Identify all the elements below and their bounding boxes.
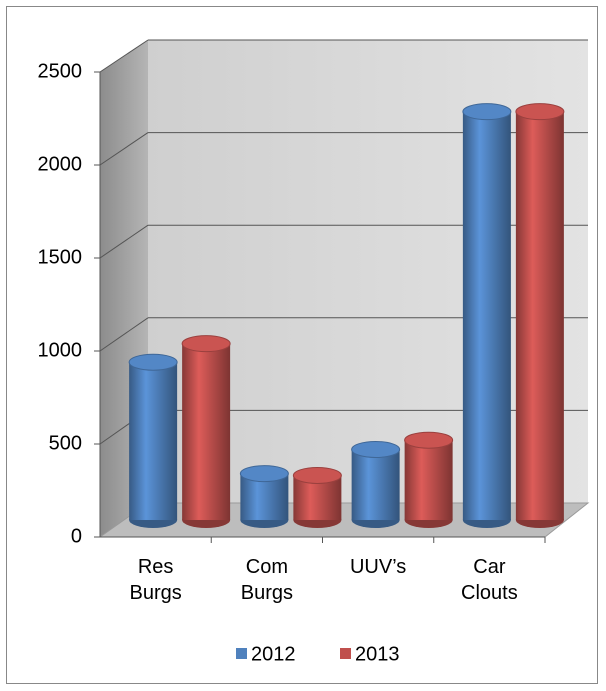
bar [129, 362, 178, 520]
bar-top [515, 103, 565, 121]
grid-line [99, 132, 149, 166]
y-tick-label: 2500 [38, 60, 83, 82]
bar [515, 111, 564, 521]
bar-top [462, 103, 512, 121]
x-tick-label: Com Burgs [240, 556, 293, 604]
bar [404, 440, 453, 520]
bar-top [404, 431, 454, 449]
bar [462, 111, 511, 521]
bar-top [292, 466, 342, 484]
y-tick-label: 2000 [38, 153, 83, 175]
bar-top [181, 335, 231, 353]
legend-label: 2013 [355, 643, 400, 665]
x-tick-label: Res Burgs [129, 556, 182, 604]
x-tick-label: Car Clouts [461, 556, 518, 604]
legend-label: 2012 [251, 643, 296, 665]
chart-frame [6, 6, 598, 684]
legend-swatch [340, 648, 351, 659]
legend-swatch [236, 648, 247, 659]
bar [182, 343, 231, 520]
bar-top [239, 465, 289, 483]
bar [351, 449, 400, 520]
grid-line [99, 224, 149, 259]
bar-top [128, 353, 178, 371]
y-tick-label: 1500 [38, 246, 83, 268]
grid-line [99, 39, 149, 73]
y-tick-label: 1000 [38, 339, 83, 361]
y-tick-label: 500 [49, 432, 82, 454]
grid-line [99, 317, 149, 352]
y-tick-label: 0 [71, 525, 82, 547]
bar-top [351, 440, 401, 458]
x-tick-label: UUV’s [349, 556, 407, 578]
